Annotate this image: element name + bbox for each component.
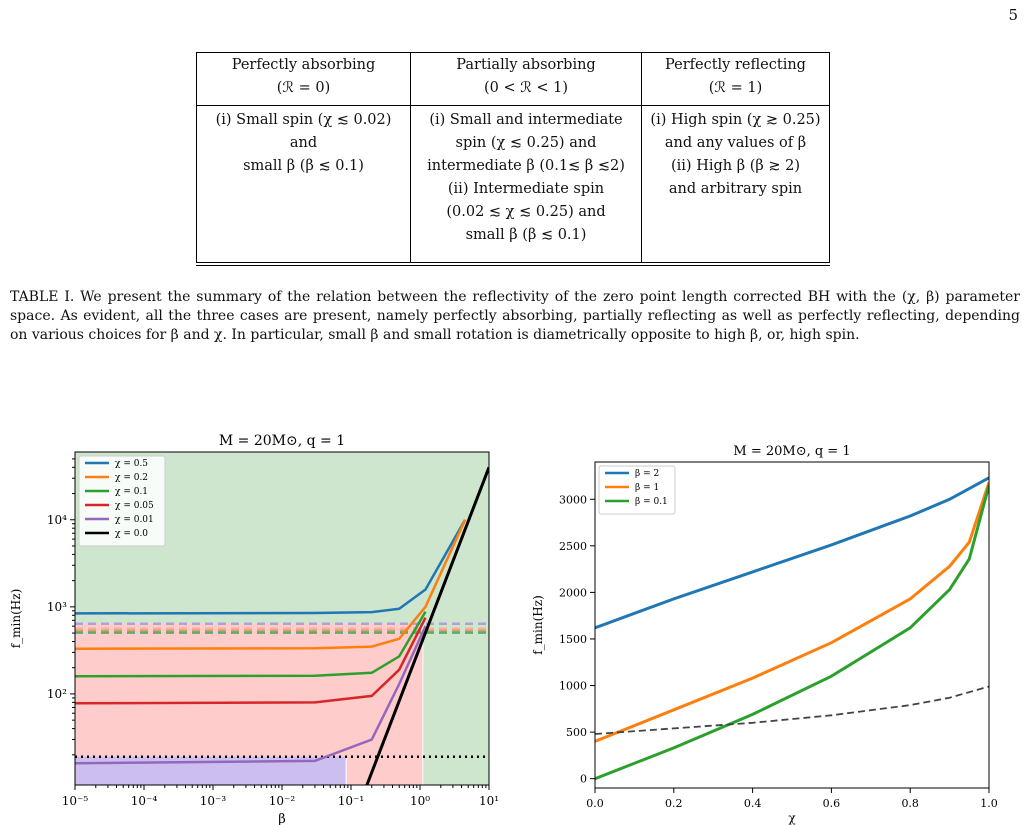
series-line-dashed-3 <box>595 685 989 735</box>
y-tick-label: 2500 <box>559 540 587 553</box>
y-tick-label: 0 <box>580 773 587 786</box>
x-tick-label: 10⁰ <box>410 794 430 808</box>
legend-entry: χ = 0.1 <box>115 487 148 497</box>
legend-entry: β = 0.1 <box>635 497 668 507</box>
plot-lines <box>595 476 989 781</box>
header-partial: Partially absorbing (0 < ℛ < 1) <box>410 52 642 106</box>
x-axis-label: β <box>278 812 286 825</box>
x-tick-label: 0.4 <box>744 797 762 810</box>
y-tick-label: 10³ <box>47 600 67 614</box>
x-tick-label: 10⁻⁵ <box>62 794 89 808</box>
table-header-row: Perfectly absorbing (ℛ = 0) Partially ab… <box>196 52 830 106</box>
spin-frequency-chart: 0.0 0.2 0.4 0.6 0.8 1.0 0 500 1000 1500 2000 2500 30… <box>531 444 998 825</box>
x-tick-label: 10⁻³ <box>200 794 227 808</box>
series-line-1 <box>595 482 989 743</box>
beta-frequency-chart: 10⁻⁵ 10⁻⁴ 10⁻³ 10⁻² 10⁻¹ 10⁰ 10¹ 10² 10³ 10⁴ M = 2… <box>9 433 499 825</box>
x-tick-label: 0.6 <box>823 797 841 810</box>
x-tick-label: 1.0 <box>980 797 998 810</box>
x-tick-label: 10⁻⁴ <box>131 794 158 808</box>
y-tick-label: 10² <box>47 687 67 701</box>
series-line-0-5 <box>75 519 467 615</box>
cell-partial: (i) Small and intermediate spin (χ ≲ 0.2… <box>410 105 642 263</box>
header-absorbing: Perfectly absorbing (ℛ = 0) <box>196 52 411 106</box>
chart-title: M = 20M⊙, q = 1 <box>219 433 345 449</box>
x-tick-label: 0.0 <box>586 797 604 810</box>
series-line-0-05 <box>75 617 427 705</box>
legend: β = 2 β = 1 β = 0.1 <box>598 465 676 515</box>
legend-box <box>78 455 166 547</box>
legend: χ = 0.5 χ = 0.2 χ = 0.1 χ = 0.05 χ = 0.01 χ =… <box>78 455 166 547</box>
legend-entry: χ = 0.5 <box>115 459 148 469</box>
y-tick-label: 2000 <box>559 586 587 599</box>
x-tick-label: 10⁻² <box>269 794 296 808</box>
series-line-0-1 <box>595 484 989 781</box>
x-tick-label: 10¹ <box>479 794 499 808</box>
y-tick-label: 1500 <box>559 633 587 646</box>
y-tick-label: 3000 <box>559 493 587 506</box>
table-caption: TABLE I. We present the summary of the r… <box>10 289 1020 343</box>
legend-entry: β = 2 <box>635 469 659 479</box>
chart-title: M = 20M⊙, q = 1 <box>733 444 850 459</box>
summary-table: Perfectly absorbing (ℛ = 0) Partially ab… <box>196 52 830 263</box>
legend-entry: χ = 0.0 <box>115 529 148 539</box>
x-tick-label: 10⁻¹ <box>338 794 364 808</box>
y-tick-label: 10⁴ <box>47 513 67 527</box>
plot-lines <box>75 466 489 785</box>
table-body-row: (i) Small spin (χ ≲ 0.02) and small β (β… <box>196 105 830 263</box>
legend-entry: χ = 0.01 <box>115 515 154 525</box>
cell-absorbing: (i) Small spin (χ ≲ 0.02) and small β (β… <box>196 105 411 263</box>
legend-entry: χ = 0.2 <box>115 473 148 483</box>
y-tick-label: 1000 <box>559 680 587 693</box>
cell-reflecting: (i) High spin (χ ≳ 0.25) and any values … <box>641 105 830 263</box>
x-tick-label: 0.8 <box>901 797 919 810</box>
y-tick-label: 500 <box>566 726 587 739</box>
x-tick-label: 0.2 <box>665 797 683 810</box>
x-axis-label: χ <box>788 811 796 825</box>
legend-entry: β = 1 <box>635 483 659 493</box>
legend-entry: χ = 0.05 <box>115 501 154 511</box>
series-line-2 <box>595 476 989 630</box>
y-axis-label: f_min(Hz) <box>531 595 545 655</box>
series-line-0-1 <box>75 611 427 678</box>
plot-frame <box>594 461 990 789</box>
summary-table-wrapper: Perfectly absorbing (ℛ = 0) Partially ab… <box>196 52 830 266</box>
header-reflecting: Perfectly reflecting (ℛ = 1) <box>641 52 830 106</box>
series-line-0-0 <box>365 466 489 785</box>
series-line-0-2 <box>75 519 467 651</box>
page-number: 5 <box>1008 6 1018 24</box>
table-bottom-rule <box>196 265 830 266</box>
y-axis-label: f_min(Hz) <box>9 589 23 649</box>
series-line-0-01 <box>75 625 427 765</box>
